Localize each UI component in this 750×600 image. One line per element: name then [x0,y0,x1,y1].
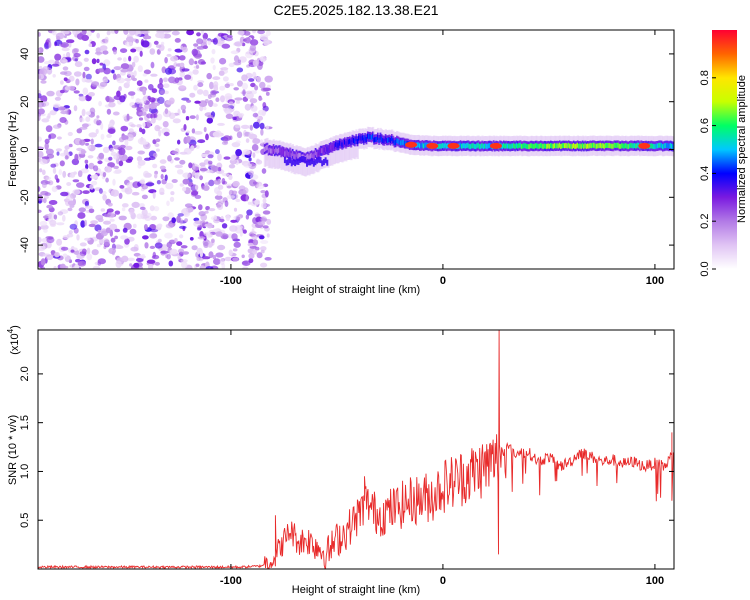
x-tick-label: -100 [220,575,242,587]
snr-x-label: Height of straight line (km) [292,584,420,596]
hot-spot [447,142,460,149]
colorbar-label: Normalized spectral amplitude [736,75,748,223]
spectrogram-x-label: Height of straight line (km) [292,284,420,296]
hot-spot [426,142,439,149]
colorbar-ticks: 0.0 0.2 0.4 0.6 0.8 [699,70,716,277]
y-tick-label: -20 [19,189,31,205]
snr-frame [37,329,675,570]
x-tick-label: -100 [220,275,242,287]
snr-scale-note: (x104) [6,325,21,355]
x-tick-label: 0 [440,575,446,587]
colorbar-tick-label: 0.8 [699,70,711,85]
colorbar-tick-label: 0.6 [699,118,711,133]
colorbar-tick-label: 0.0 [699,261,711,276]
spectrogram-panel: -100 0 100 -40 -20 0 20 40 Height of straight l… [7,29,675,296]
snr-y-label: SNR (10 * v/v) [7,415,19,485]
hot-spot [489,142,502,149]
snr-panel: -100 0 100 0.5 1.0 1.5 2.0 Height of straight … [6,325,675,596]
y-tick-label: 40 [19,48,31,60]
spectrogram-plot-area [38,30,674,269]
colorbar-tick-label: 0.4 [699,166,711,181]
y-tick-label: 2.0 [19,366,31,381]
y-tick-label: 0 [19,146,31,152]
x-tick-label: 100 [646,575,664,587]
colorbar: 0.0 0.2 0.4 0.6 0.8 Normalized spectral ampl… [699,30,748,277]
y-tick-label: 20 [19,96,31,108]
x-tick-label: 100 [646,275,664,287]
snr-line [38,330,674,569]
y-tick-label: 1.5 [19,415,31,430]
spectrogram-y-label: Frequency (Hz) [7,111,19,187]
hot-spot [638,142,651,149]
signal-band [263,126,674,177]
snr-axes: -100 0 100 0.5 1.0 1.5 2.0 [19,330,674,587]
snr-plot-area [38,330,674,569]
colorbar-scale [712,30,737,269]
x-tick-label: 0 [440,275,446,287]
y-tick-label: 1.0 [19,464,31,479]
y-tick-label: -40 [19,237,31,253]
noise-texture [38,30,273,269]
chart-title: C2E5.2025.182.13.38.E21 [273,2,439,18]
spectrogram-axes: -100 0 100 -40 -20 0 20 40 [19,30,674,287]
hot-spot [405,141,418,148]
colorbar-tick-label: 0.2 [699,214,711,229]
y-tick-label: 0.5 [19,513,31,528]
